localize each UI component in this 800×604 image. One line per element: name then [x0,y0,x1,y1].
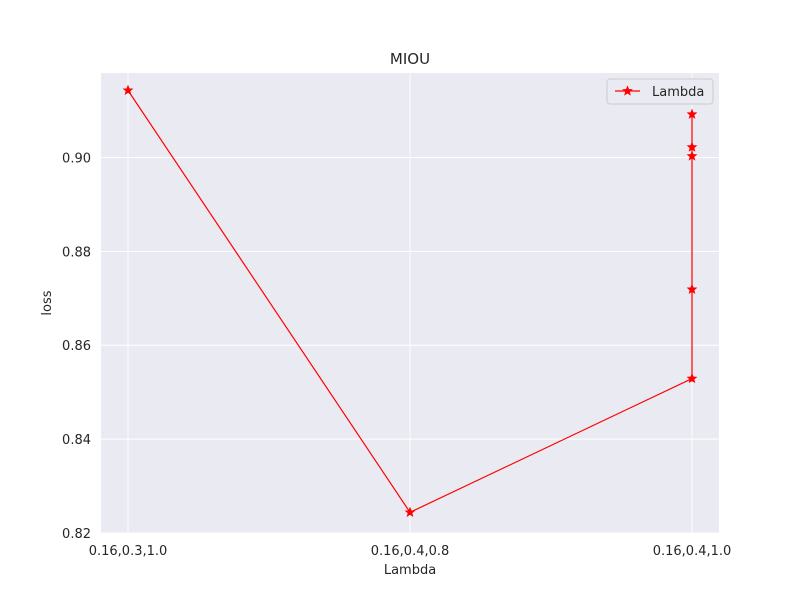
y-tick-label: 0.82 [62,527,91,542]
data-point-marker [686,372,698,384]
x-axis-label: Lambda [384,563,436,578]
y-tick-label: 0.84 [62,433,91,448]
x-tick-label: 0.16,0.4,1.0 [653,544,732,559]
chart-title: MIOU [390,50,430,68]
legend-box [606,78,714,105]
y-tick-label: 0.88 [62,245,91,260]
y-tick-label: 0.90 [62,151,91,166]
x-tick-label: 0.16,0.4,0.8 [371,544,450,559]
data-point-marker [122,84,134,95]
tick-labels: 0.16,0.3,1.0 0.16,0.4,0.8 0.16,0.4,1.0 0.82… [62,151,731,559]
y-tick-label: 0.86 [62,339,91,354]
data-point-marker [686,283,698,294]
legend: Lambda [606,78,714,105]
x-tick-label: 0.16,0.3,1.0 [89,544,168,559]
data-point-marker [686,108,698,119]
legend-star-marker [622,85,633,96]
series-layer [122,84,698,517]
data-point-marker [686,141,698,152]
y-axis-label: loss [40,290,55,315]
data-point-marker [404,506,416,517]
data-point-marker [686,150,698,161]
legend-label: Lambda [652,85,704,100]
